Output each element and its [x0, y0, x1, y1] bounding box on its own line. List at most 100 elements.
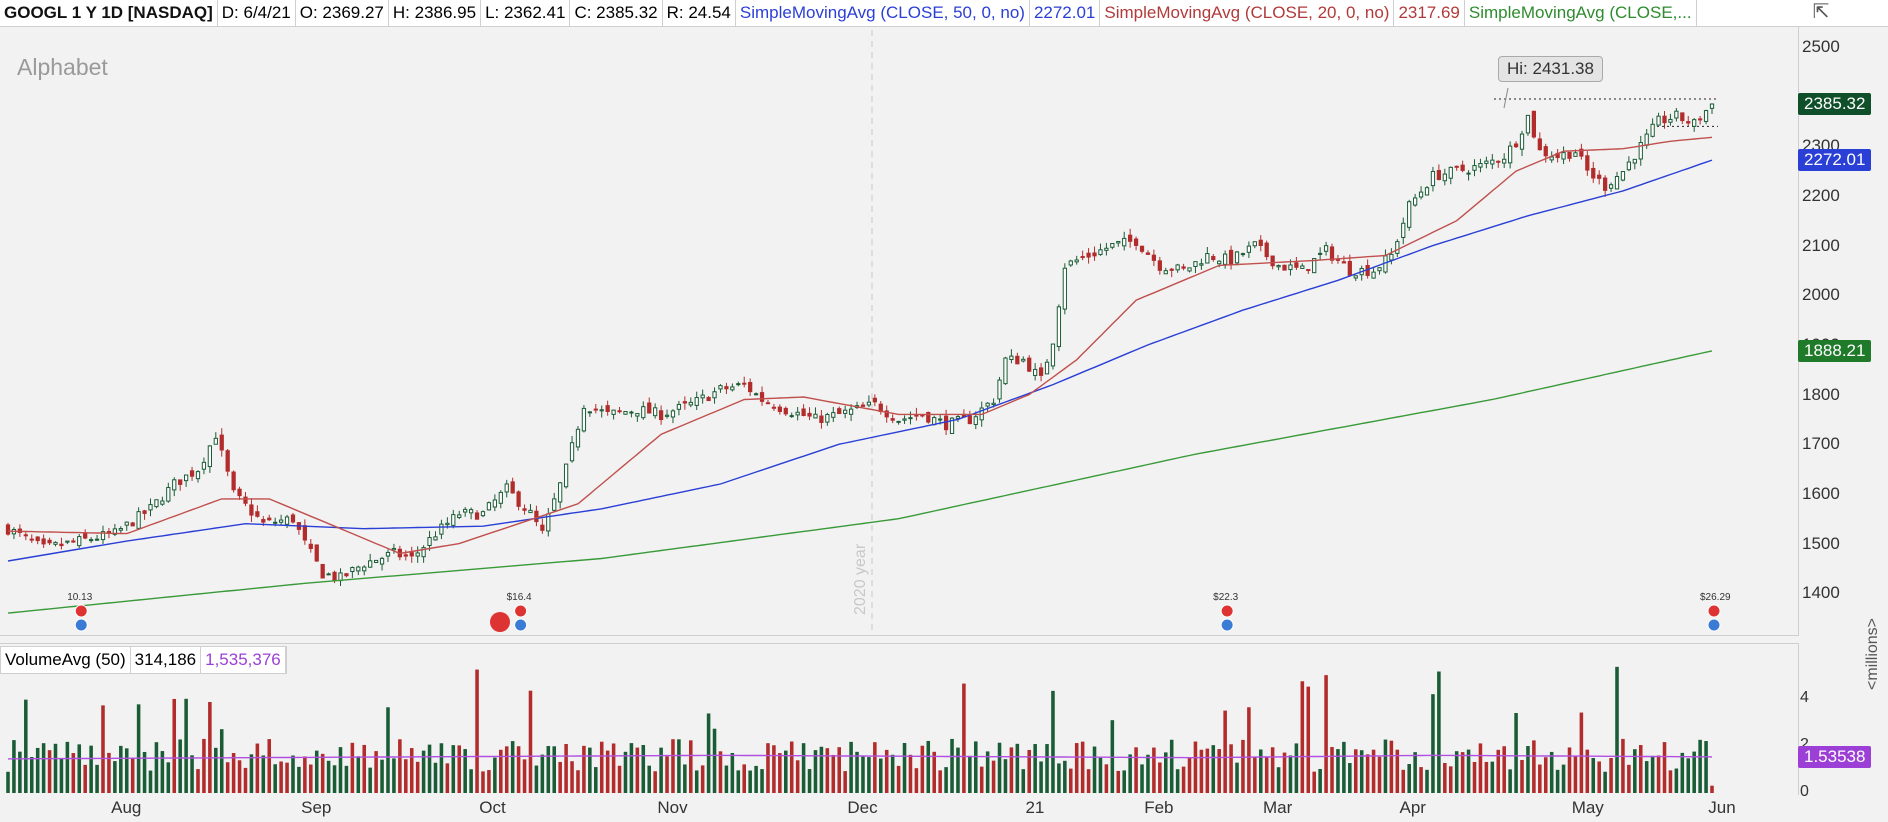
- candle-body: [5, 524, 11, 535]
- candle-body: [569, 442, 575, 462]
- volume-bar: [974, 741, 978, 793]
- volume-unit-label: <millions>: [1864, 617, 1881, 690]
- candle-body: [1217, 260, 1222, 265]
- volume-bar: [1288, 755, 1293, 793]
- volume-bar: [1419, 767, 1423, 793]
- sma20-label[interactable]: SimpleMovingAvg (CLOSE, 20, 0, no): [1100, 0, 1395, 26]
- price-chart-pane[interactable]: [0, 27, 1799, 636]
- sma200-label[interactable]: SimpleMovingAvg (CLOSE,...: [1465, 0, 1697, 26]
- earnings-icon[interactable]: [1220, 604, 1234, 618]
- volume-bar: [1549, 751, 1554, 793]
- volume-bar: [1579, 712, 1584, 793]
- volume-bar: [1247, 707, 1251, 793]
- candle-body: [753, 393, 759, 396]
- volume-bar: [1199, 749, 1204, 793]
- volume-bar: [968, 755, 972, 793]
- volume-bar: [564, 744, 568, 793]
- volume-bar: [635, 747, 640, 793]
- volume-bar: [1359, 750, 1364, 793]
- volume-bar: [291, 755, 295, 793]
- volume-avg-label[interactable]: VolumeAvg (50): [1, 647, 131, 673]
- volume-bar: [736, 770, 741, 793]
- candle-body: [445, 522, 450, 526]
- volume-bar: [819, 746, 824, 793]
- callout-pointer: [1503, 87, 1509, 109]
- volume-bar: [362, 744, 367, 793]
- candle-body: [225, 450, 230, 472]
- volume-bar: [225, 762, 230, 793]
- volume-bar: [65, 741, 70, 793]
- dividend-icon[interactable]: [1707, 618, 1721, 632]
- volume-bar: [932, 751, 936, 793]
- collapse-icon[interactable]: ⇱: [1808, 2, 1834, 22]
- volume-bar: [1638, 745, 1643, 793]
- dividend-icon[interactable]: [514, 618, 528, 632]
- candle-body: [409, 552, 414, 557]
- candle-body: [261, 519, 266, 523]
- candle-body: [908, 417, 913, 420]
- volume-bar: [653, 771, 657, 793]
- candle-body: [1104, 247, 1109, 251]
- volume-bar: [380, 759, 384, 793]
- volume-bar: [558, 761, 562, 793]
- volume-bar: [926, 740, 931, 793]
- volume-bar: [457, 745, 462, 793]
- earnings-icon[interactable]: [74, 604, 88, 618]
- candle-body: [1312, 258, 1317, 274]
- volume-bar: [504, 746, 509, 793]
- dividend-icon[interactable]: [1220, 618, 1234, 632]
- candle-body: [474, 512, 480, 520]
- candle-body: [1448, 166, 1453, 179]
- candle-body: [748, 381, 753, 393]
- candle-body: [528, 509, 533, 514]
- volume-bar: [332, 765, 337, 793]
- earnings-icon[interactable]: [1707, 604, 1721, 618]
- volume-bar: [1110, 720, 1115, 793]
- volume-bar: [297, 766, 301, 793]
- candle-body: [1537, 138, 1542, 151]
- time-axis[interactable]: Aug Sep Oct Nov Dec 21 Feb Mar Apr May Jun: [0, 794, 1798, 822]
- candle-body: [1418, 191, 1424, 198]
- volume-bar: [1342, 741, 1346, 793]
- sma50-label[interactable]: SimpleMovingAvg (CLOSE, 50, 0, no): [736, 0, 1030, 26]
- symbol-label[interactable]: GOOGL 1 Y 1D [NASDAQ]: [0, 0, 218, 26]
- volume-bar: [1140, 764, 1144, 793]
- candle-body: [1258, 239, 1263, 247]
- candle-body: [1009, 355, 1014, 361]
- volume-bar: [1158, 762, 1162, 793]
- candle-body: [83, 532, 88, 539]
- volume-bar: [53, 743, 58, 793]
- volume-bar: [552, 746, 557, 793]
- candle-body: [670, 410, 676, 418]
- candle-body: [243, 496, 248, 504]
- volume-bar: [956, 747, 960, 793]
- volume-bar: [190, 755, 194, 793]
- volume-bar: [1395, 749, 1400, 793]
- earnings-icon[interactable]: [514, 604, 528, 618]
- candle-body: [1199, 263, 1204, 266]
- candle-body: [356, 566, 361, 572]
- candle-body: [552, 498, 557, 511]
- candle-body: [195, 471, 201, 480]
- candle-body: [1413, 197, 1418, 206]
- dividend-icon[interactable]: [74, 618, 88, 632]
- price-axis-tick: 2200: [1802, 185, 1840, 205]
- candle-body: [1021, 358, 1026, 362]
- candle-body: [860, 404, 866, 407]
- candle-body: [765, 402, 771, 405]
- volume-bar: [1425, 769, 1429, 793]
- volume-bar: [689, 740, 693, 793]
- volume-bar: [261, 755, 266, 793]
- candle-body: [558, 482, 563, 503]
- volume-bar: [778, 753, 782, 793]
- candle-body: [379, 557, 385, 565]
- conference-call-icon[interactable]: [490, 612, 510, 632]
- candle-body: [1038, 367, 1044, 376]
- candle-body: [831, 412, 836, 418]
- volume-bar: [1377, 756, 1382, 793]
- volume-bar: [415, 761, 420, 793]
- volume-bar: [1383, 739, 1388, 793]
- candle-body: [1027, 357, 1032, 372]
- volume-bar: [148, 770, 153, 793]
- candle-body: [391, 547, 397, 551]
